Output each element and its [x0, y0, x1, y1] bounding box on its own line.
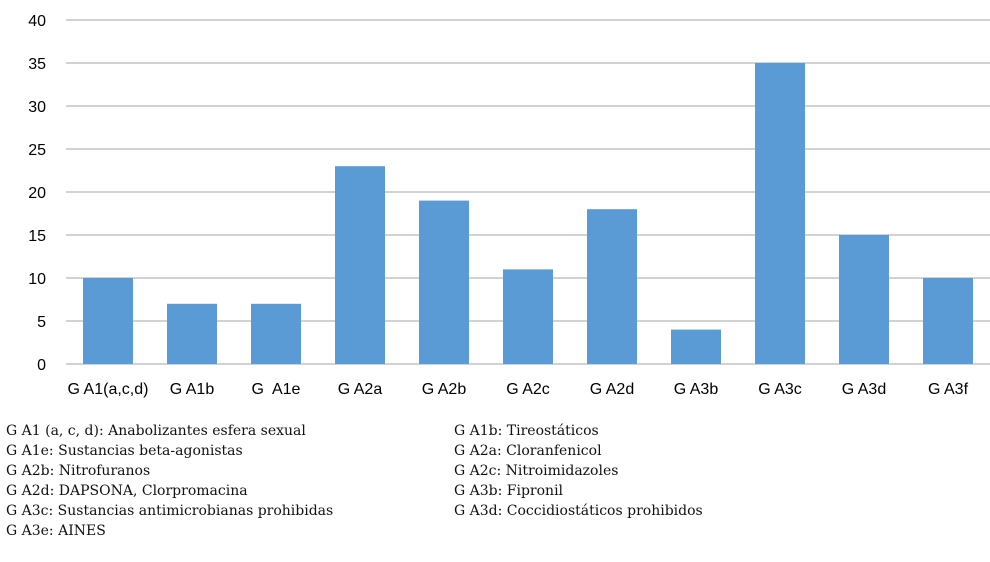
note-item: G A2a: Cloranfenicol [454, 443, 602, 459]
bar [419, 200, 469, 364]
y-tick-label: 10 [28, 271, 46, 288]
gridlines [66, 19, 990, 365]
note-item: G A3e: AINES [6, 523, 106, 539]
x-tick-label: G A2c [506, 381, 550, 398]
note-item: G A2d: DAPSONA, Clorpromacina [6, 483, 248, 499]
bar [503, 269, 553, 364]
x-tick-label: G A2d [590, 381, 634, 398]
bar [83, 278, 133, 364]
note-item: G A2b: Nitrofuranos [6, 463, 151, 479]
x-axis-ticks: G A1(a,c,d) G A1b G A1e G A2a G A2b G A2c G A2… [68, 381, 969, 398]
note-item: G A2c: Nitroimidazoles [454, 463, 619, 479]
x-tick-label: G A2b [422, 381, 467, 398]
note-item: G A3b: Fipronil [454, 483, 564, 499]
y-tick-label: 0 [37, 357, 46, 374]
note-item: G A1 (a, c, d): Anabolizantes esfera sex… [6, 423, 306, 439]
y-axis-ticks: 0 5 10 15 20 25 30 35 40 [28, 13, 46, 374]
x-tick-label: G A3f [928, 381, 969, 398]
note-item: G A1e: Sustancias beta-agonistas [6, 443, 243, 459]
notes-left-column: G A1 (a, c, d): Anabolizantes esfera sex… [6, 421, 333, 541]
bar [923, 278, 973, 364]
bar [251, 303, 301, 364]
bar [587, 209, 637, 364]
bar [839, 235, 889, 364]
note-item: G A1b: Tireostáticos [454, 423, 599, 439]
bar [167, 303, 217, 364]
x-tick-label: G A1e [252, 381, 301, 398]
y-tick-label: 20 [28, 185, 46, 202]
x-tick-label: G A3c [758, 381, 802, 398]
note-item: G A3c: Sustancias antimicrobianas prohib… [6, 503, 334, 519]
y-tick-label: 15 [28, 228, 46, 245]
bar [671, 329, 721, 364]
x-tick-label: G A3b [674, 381, 719, 398]
note-item: G A3d: Coccidiostáticos prohibidos [454, 503, 703, 519]
x-tick-label: G A1(a,c,d) [68, 381, 149, 398]
y-tick-label: 25 [28, 142, 46, 159]
x-tick-label: G A3d [842, 381, 886, 398]
x-tick-label: G A1b [170, 381, 215, 398]
bars [83, 63, 973, 364]
bar [335, 166, 385, 364]
y-tick-label: 30 [28, 99, 46, 116]
bar [755, 63, 805, 364]
y-tick-label: 35 [28, 56, 46, 73]
x-tick-label: G A2a [338, 381, 383, 398]
y-tick-label: 40 [28, 13, 46, 30]
notes-right-column: G A1b: Tireostáticos G A2a: Cloranfenico… [454, 421, 703, 521]
y-tick-label: 5 [37, 314, 46, 331]
